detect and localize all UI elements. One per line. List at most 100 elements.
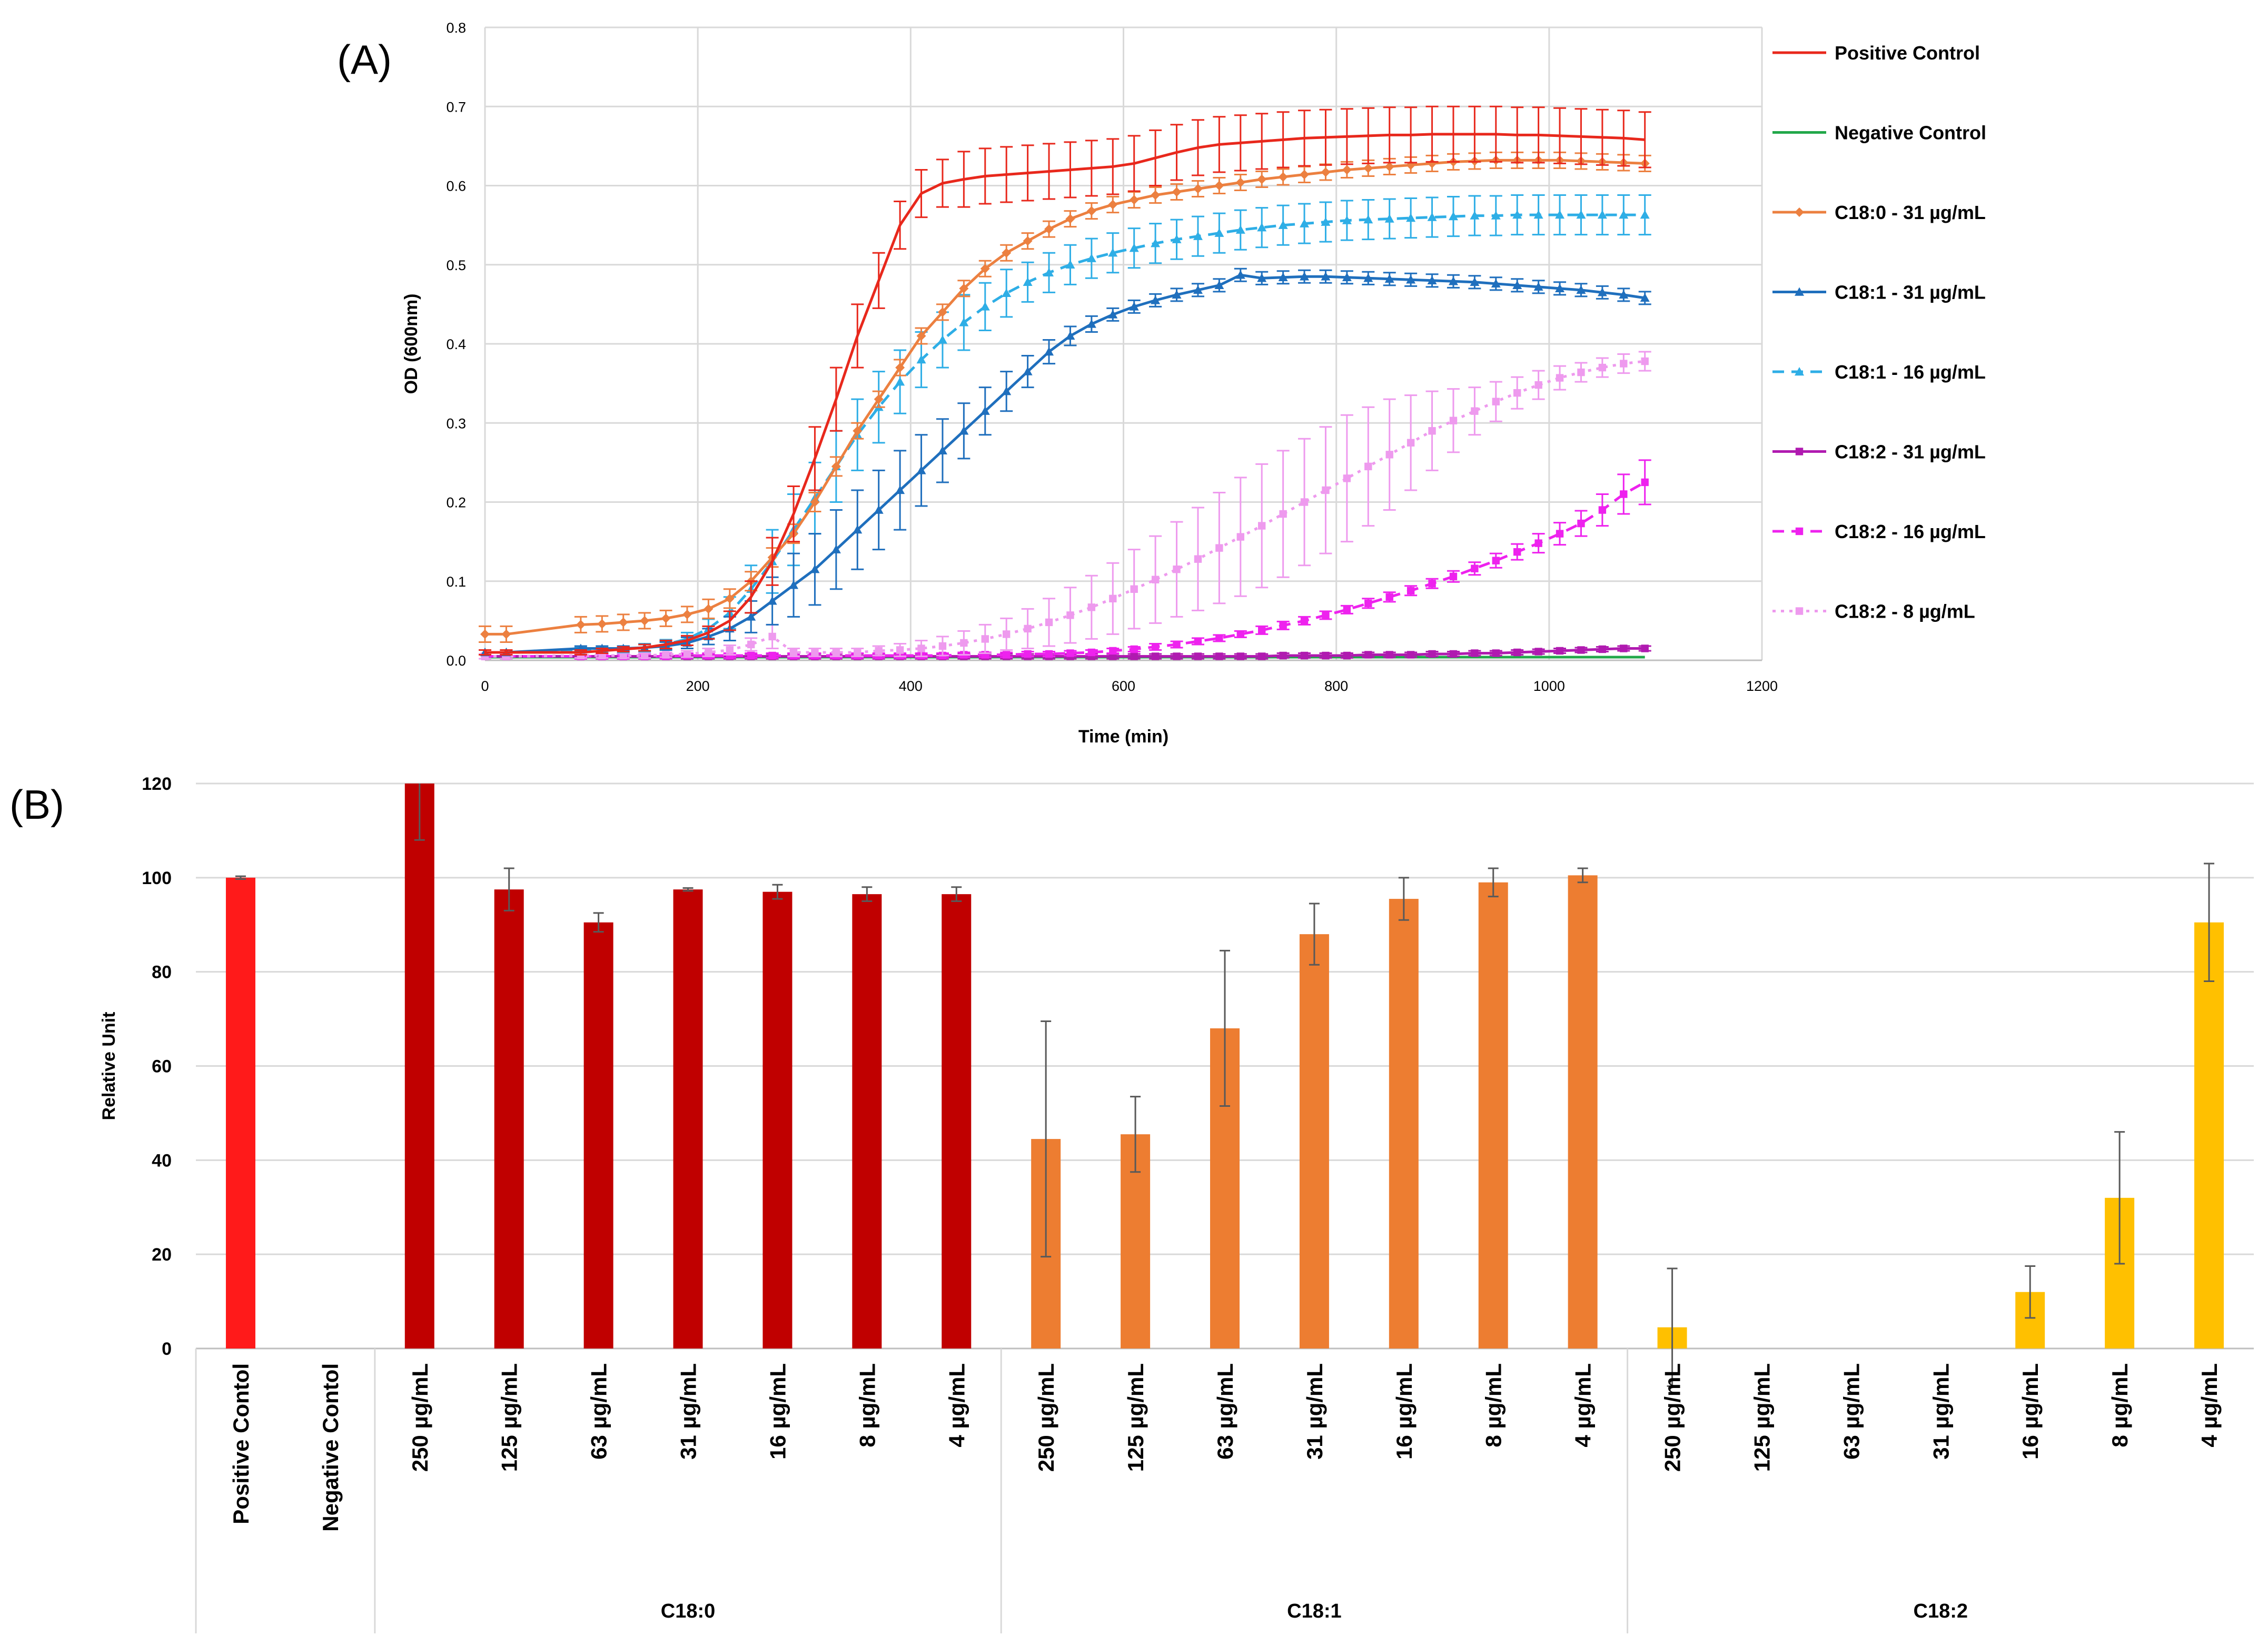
data-point (1641, 478, 1649, 487)
data-point (1258, 522, 1266, 530)
data-point (618, 617, 628, 627)
data-point (959, 283, 969, 293)
data-point (1407, 439, 1415, 447)
data-point (1321, 217, 1331, 226)
data-point (1257, 223, 1267, 232)
data-point (1363, 215, 1373, 224)
data-point (1448, 212, 1458, 221)
data-point (1024, 650, 1032, 658)
data-point (1172, 290, 1182, 299)
panel-label-b: (B) (9, 781, 64, 828)
data-point (1556, 374, 1564, 382)
category-label: 16 µg/mL (765, 1363, 790, 1460)
data-point (1577, 519, 1585, 528)
data-point (959, 318, 969, 326)
data-point (1342, 215, 1352, 224)
category-label: 125 µg/mL (1123, 1363, 1148, 1472)
category-label: 4 µg/mL (944, 1363, 969, 1447)
data-point (661, 613, 671, 623)
data-point (1471, 564, 1479, 572)
data-point (1577, 646, 1585, 654)
data-point (1151, 576, 1160, 583)
y-tick-label: 0.5 (446, 257, 466, 273)
data-point (501, 629, 511, 639)
data-point (1194, 555, 1202, 563)
x-tick-label: 200 (686, 678, 710, 694)
data-point (1795, 448, 1804, 455)
data-point (1300, 651, 1309, 660)
category-label: 63 µg/mL (1839, 1363, 1864, 1460)
data-point (1278, 220, 1288, 229)
data-point (916, 465, 926, 474)
data-point (937, 307, 947, 317)
data-point (1492, 557, 1500, 564)
data-point (725, 593, 735, 603)
data-point (1258, 626, 1266, 634)
data-point (1151, 190, 1161, 200)
data-point (1257, 273, 1267, 282)
data-point (619, 651, 627, 660)
data-point (1576, 210, 1586, 219)
data-point (1066, 649, 1074, 657)
data-point (853, 525, 863, 534)
x-tick-label: 1200 (1746, 678, 1778, 694)
legend: Positive Control Negative Control C18:0 - … (1772, 42, 1986, 622)
data-point (480, 629, 490, 639)
data-point (1300, 617, 1309, 625)
data-point (1795, 207, 1804, 217)
data-point (1109, 594, 1117, 603)
y-tick-label: 0 (162, 1339, 172, 1359)
data-point (1086, 253, 1096, 262)
data-point (1322, 651, 1330, 660)
bar (1389, 899, 1419, 1349)
category-label: 125 µg/mL (1749, 1363, 1774, 1472)
category-label: 4 µg/mL (1571, 1363, 1596, 1447)
data-point (1173, 652, 1181, 660)
y-tick-label: 0.7 (446, 99, 466, 115)
data-point (937, 445, 947, 455)
data-point (980, 302, 990, 311)
data-point (726, 646, 734, 654)
data-point (1364, 462, 1372, 471)
data-point (662, 651, 670, 659)
data-point (1003, 651, 1011, 659)
data-point (1023, 366, 1033, 375)
data-point (874, 505, 884, 514)
data-point (747, 640, 755, 649)
bar (583, 922, 613, 1349)
data-point (683, 650, 691, 658)
data-point (1513, 389, 1521, 397)
bar (2194, 922, 2224, 1349)
y-tick-label: 0.6 (446, 179, 466, 194)
data-point (1342, 165, 1352, 175)
data-point (831, 461, 841, 471)
y-tick-label: 0.1 (446, 574, 466, 590)
data-point (1342, 272, 1352, 281)
data-point (705, 648, 712, 657)
data-point (1619, 290, 1629, 299)
series-line (485, 273, 1646, 654)
data-point (1087, 603, 1096, 611)
data-point (1003, 630, 1011, 638)
data-point (1151, 652, 1160, 660)
data-point (1598, 506, 1607, 514)
data-point (1002, 386, 1012, 395)
data-point (1385, 651, 1393, 659)
data-point (1428, 580, 1436, 588)
data-point (960, 639, 968, 647)
data-point (1533, 282, 1543, 291)
category-label: 8 µg/mL (855, 1363, 879, 1447)
data-point (1172, 234, 1182, 243)
data-point (1130, 585, 1138, 593)
data-point (640, 616, 650, 626)
data-point (1086, 319, 1096, 328)
y-tick-label: 80 (152, 963, 172, 983)
data-point (1471, 649, 1479, 657)
data-point (1235, 177, 1245, 187)
legend-label: C18:1 - 16 µg/mL (1835, 361, 1986, 383)
series-3 (479, 267, 1651, 657)
data-point (1492, 398, 1500, 405)
data-point (1108, 310, 1118, 319)
y-tick-label: 0.2 (446, 495, 466, 511)
